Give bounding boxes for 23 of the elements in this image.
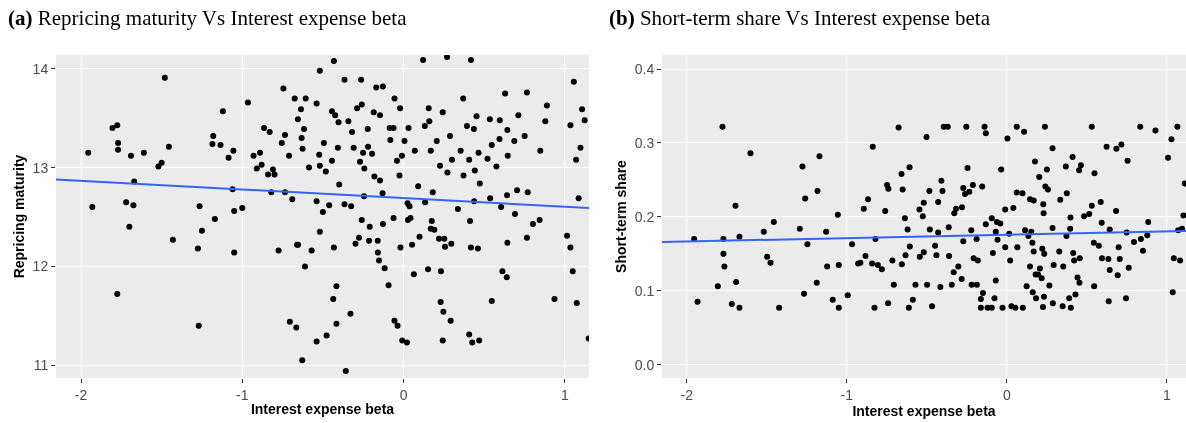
chart-title: (b) Short-term share Vs Interest expense beta [609,6,991,30]
y-tick-label: 0.0 [634,356,655,373]
y-tick-label: 13 [32,159,49,176]
x-tick-label: -1 [236,386,249,403]
x-axis-title: Interest expense beta [250,401,395,418]
chart-title: (a) Repricing maturity Vs Interest expense beta [8,6,408,30]
x-tick-label: -1 [840,386,854,403]
x-tick-label: 1 [560,386,569,403]
y-axis-title: Short-term share [613,159,630,273]
y-tick-label: 0.4 [634,60,655,77]
y-tick-label: 14 [32,60,49,77]
x-tick-label: 0 [1002,386,1011,403]
x-tick-label: -2 [680,386,694,403]
x-axis-title: Interest expense beta [852,402,996,419]
x-tick-label: 1 [1162,386,1171,403]
x-tick-label: 0 [399,386,408,403]
y-axis-title: Repricing maturity [11,154,28,279]
y-tick-label: 0.2 [634,208,655,225]
x-tick-label: -2 [74,386,88,403]
y-tick-label: 0.1 [634,282,655,299]
y-tick-label: 12 [32,258,49,275]
y-tick-label: 0.3 [634,134,655,151]
y-tick-label: 11 [33,357,49,374]
